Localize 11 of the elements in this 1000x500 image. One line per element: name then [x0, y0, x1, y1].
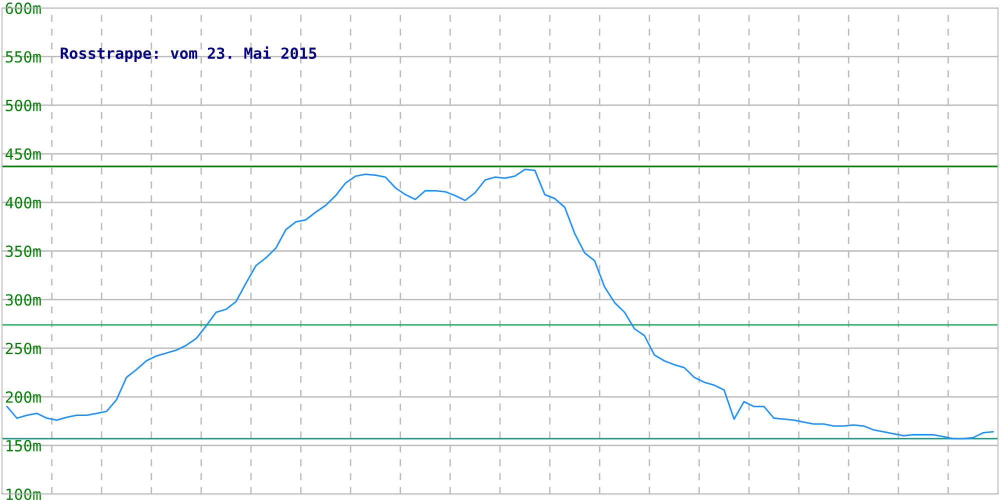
y-tick-label: 250m [6, 342, 41, 354]
y-tick-label: 200m [6, 391, 41, 403]
y-tick-label: 150m [6, 440, 41, 452]
y-tick-label: 400m [6, 196, 41, 208]
line-series [6, 168, 994, 440]
y-tick-label: 500m [6, 100, 41, 112]
y-tick-label: 350m [6, 246, 41, 258]
y-tick-label: 450m [6, 148, 41, 160]
text: Rosstrappe: vom 23. Mai 2015 [60, 46, 316, 62]
y-tick-label: 300m [6, 294, 41, 306]
y-tick-label: 550m [6, 51, 41, 63]
